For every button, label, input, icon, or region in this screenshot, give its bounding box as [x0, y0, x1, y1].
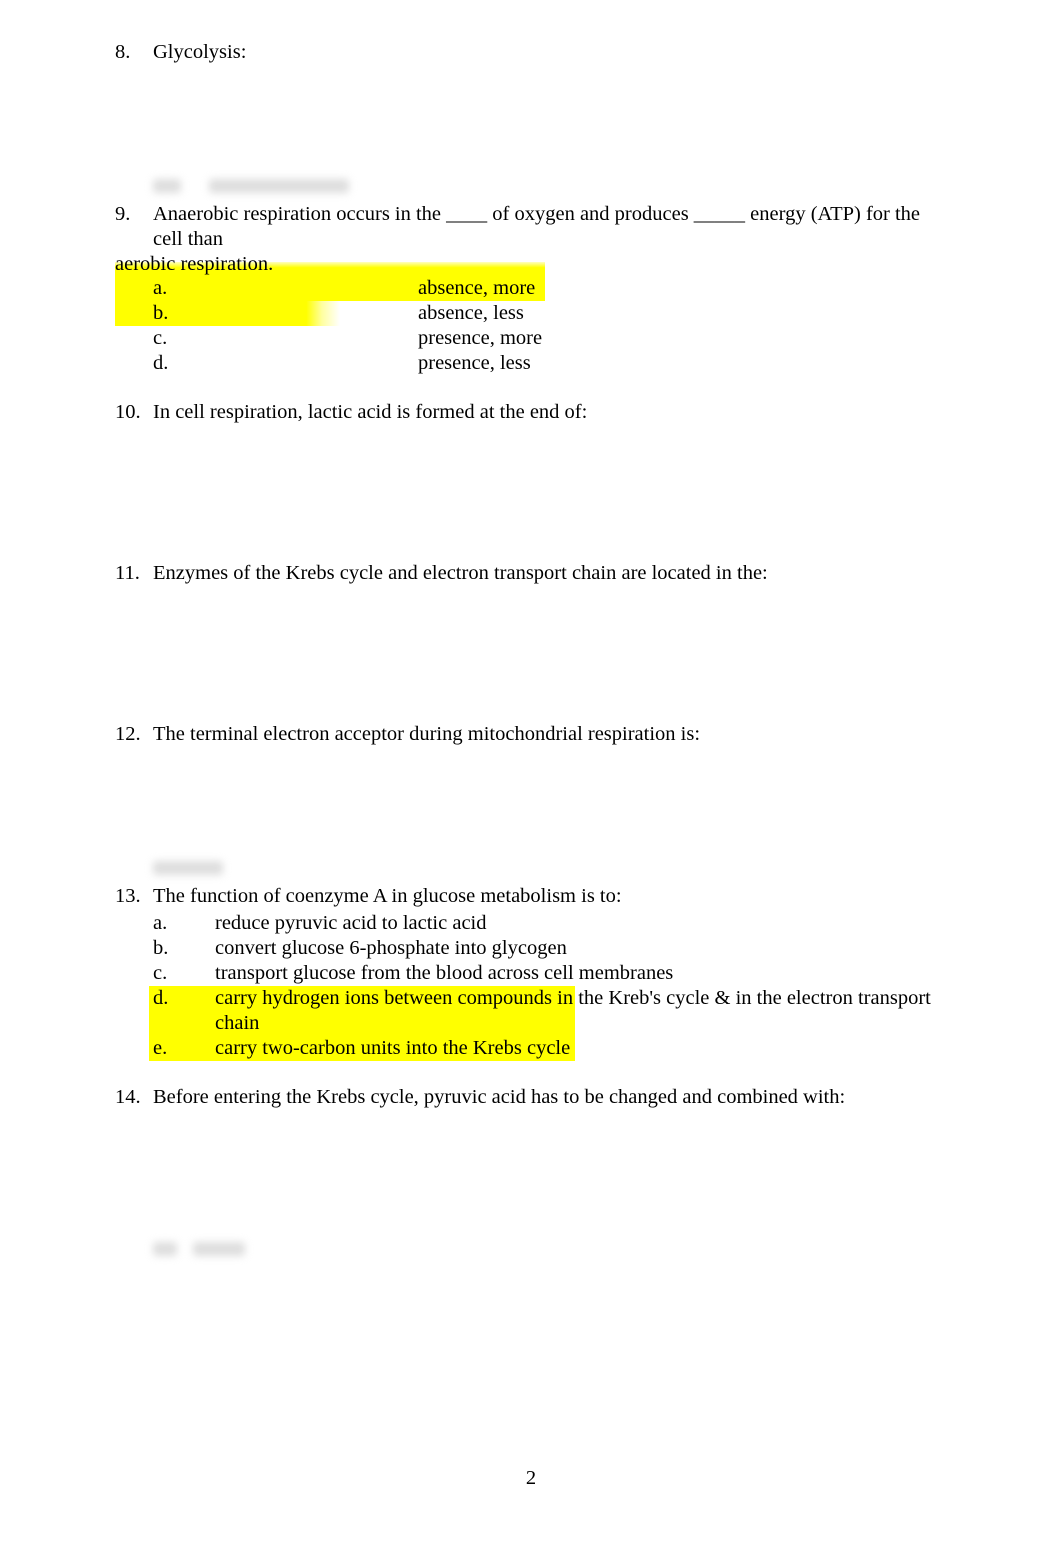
option-b: b. absence, less	[153, 301, 947, 326]
options-list: a. reduce pyruvic acid to lactic acid b.…	[153, 911, 947, 1061]
redacted-line	[153, 1236, 947, 1261]
option-d: d. presence, less	[153, 351, 947, 376]
spacer	[115, 1118, 947, 1236]
redacted-line	[153, 173, 947, 198]
question-number: 12.	[115, 722, 153, 747]
question-text: Glycolysis:	[153, 40, 947, 65]
spacer	[115, 755, 947, 855]
option-text: presence, more	[418, 326, 947, 351]
option-letter: b.	[153, 301, 418, 326]
spacer	[115, 73, 947, 173]
spacer	[115, 594, 947, 722]
question-number: 14.	[115, 1085, 153, 1110]
option-text: transport glucose from the blood across …	[215, 961, 947, 986]
redacted-line	[153, 855, 947, 880]
option-e: e. carry two-carbon units into the Krebs…	[153, 1036, 947, 1061]
question-13: 13. The function of coenzyme A in glucos…	[115, 884, 947, 1061]
question-number: 8.	[115, 40, 153, 65]
option-c: c. presence, more	[153, 326, 947, 351]
option-text: carry hydrogen ions between compounds in…	[215, 986, 947, 1036]
spacer	[115, 1069, 947, 1085]
option-letter: a.	[153, 276, 418, 301]
question-number: 11.	[115, 561, 153, 586]
question-text: The terminal electron acceptor during mi…	[153, 722, 947, 747]
question-number: 9.	[115, 202, 153, 252]
option-text: reduce pyruvic acid to lactic acid	[215, 911, 947, 936]
option-text: carry two-carbon units into the Krebs cy…	[215, 1036, 947, 1061]
question-text: Anaerobic respiration occurs in the ____…	[153, 202, 947, 252]
option-letter: c.	[153, 961, 215, 986]
option-letter: d.	[153, 986, 215, 1011]
option-a: a. absence, more	[153, 276, 947, 301]
option-text: absence, more	[418, 276, 947, 301]
continuation-text: aerobic respiration.	[115, 253, 273, 275]
option-a: a. reduce pyruvic acid to lactic acid	[153, 911, 947, 936]
question-9: 9. Anaerobic respiration occurs in the _…	[115, 202, 947, 376]
question-number: 10.	[115, 400, 153, 425]
question-8: 8. Glycolysis:	[115, 40, 947, 65]
question-10: 10. In cell respiration, lactic acid is …	[115, 400, 947, 425]
question-text: In cell respiration, lactic acid is form…	[153, 400, 947, 425]
option-b: b. convert glucose 6-phosphate into glyc…	[153, 936, 947, 961]
spacer	[115, 384, 947, 400]
option-letter: e.	[153, 1036, 215, 1061]
option-text: convert glucose 6-phosphate into glycoge…	[215, 936, 947, 961]
spacer	[115, 433, 947, 561]
option-letter: c.	[153, 326, 418, 351]
options-list: a. absence, more b. absence, less c. pre…	[153, 276, 947, 376]
question-text: Before entering the Krebs cycle, pyruvic…	[153, 1085, 947, 1110]
option-c: c. transport glucose from the blood acro…	[153, 961, 947, 986]
question-14: 14. Before entering the Krebs cycle, pyr…	[115, 1085, 947, 1110]
option-text: absence, less	[418, 301, 947, 326]
option-letter: d.	[153, 351, 418, 376]
question-12: 12. The terminal electron acceptor durin…	[115, 722, 947, 747]
option-letter: b.	[153, 936, 215, 961]
question-text: Enzymes of the Krebs cycle and electron …	[153, 561, 947, 586]
question-text: The function of coenzyme A in glucose me…	[153, 884, 947, 909]
option-d: d. carry hydrogen ions between compounds…	[153, 986, 947, 1036]
question-11: 11. Enzymes of the Krebs cycle and elect…	[115, 561, 947, 586]
page-number: 2	[0, 1466, 1062, 1491]
page: 8. Glycolysis: 9. Anaerobic respiration …	[0, 0, 1062, 1561]
option-letter: a.	[153, 911, 215, 936]
option-text: presence, less	[418, 351, 947, 376]
question-number: 13.	[115, 884, 153, 909]
